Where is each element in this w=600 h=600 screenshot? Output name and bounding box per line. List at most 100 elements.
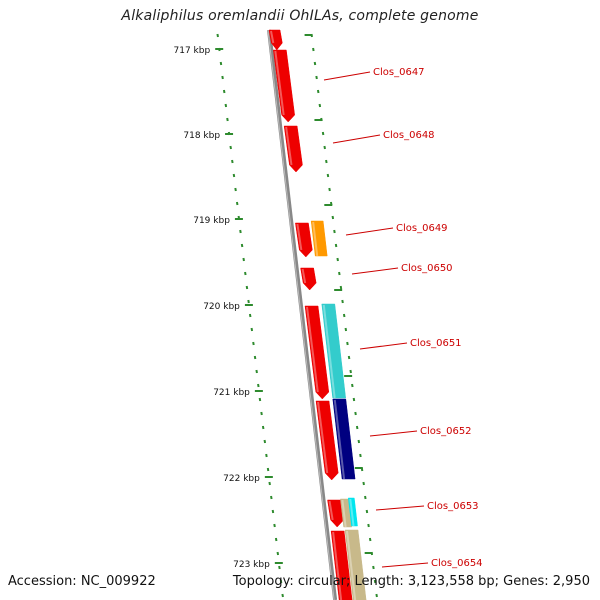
kbp-tick-label: 720 kbp	[203, 302, 240, 312]
kbp-tick-label: 721 kbp	[213, 388, 250, 398]
genome-title: Alkaliphilus oremlandii OhILAs, complete…	[121, 8, 479, 24]
scale-dot-right	[359, 453, 362, 458]
kbp-tick-label: 723 kbp	[233, 560, 270, 570]
gene-arrow-shine	[274, 50, 285, 116]
gene-arrow	[273, 49, 295, 123]
gene-leader-line	[351, 267, 399, 275]
scale-dot-right	[318, 103, 322, 108]
scale-dot-right	[364, 495, 367, 500]
gene-arrow-shine	[306, 306, 319, 393]
scale-dot-right	[344, 327, 348, 332]
gene-arrow	[304, 305, 330, 400]
scale-dot-right	[351, 383, 354, 388]
scale-dot-right	[365, 509, 369, 514]
gene-arrow	[315, 400, 339, 481]
gene-feature	[332, 398, 356, 480]
gene-arrow	[327, 499, 344, 528]
gene-label[interactable]: Clos_0650	[401, 263, 453, 274]
gene-leader-line	[332, 134, 381, 144]
scale-dot-right	[339, 285, 343, 290]
scale-dot-left	[276, 551, 280, 556]
gene-arrow-shine	[301, 268, 307, 284]
scale-dot-left	[235, 201, 239, 206]
gene-label[interactable]: Clos_0652	[420, 426, 472, 437]
scale-dot-left	[263, 439, 267, 444]
scale-dot-right	[316, 89, 320, 94]
accession-label: Accession: NC_009922	[8, 574, 156, 589]
scale-dot-left	[265, 453, 268, 458]
scale-dot-left	[257, 383, 260, 388]
gene-feature	[310, 220, 328, 257]
scale-dot-left	[248, 313, 252, 318]
scale-dot-right	[342, 313, 346, 318]
gene-arrow	[283, 125, 303, 173]
scale-dot-right	[357, 439, 361, 444]
scale-dot-left	[222, 89, 226, 94]
gene-leader-line	[323, 71, 371, 81]
gene-feature	[340, 498, 352, 528]
scale-dot-right	[373, 579, 377, 584]
gene-leader-line	[369, 430, 418, 437]
gene-feature-shine	[312, 221, 319, 257]
scale-dot-right	[325, 159, 328, 164]
scale-dot-left	[279, 579, 283, 584]
scale-dot-right	[354, 411, 357, 416]
scale-dot-left	[226, 117, 229, 122]
scale-dot-left	[232, 173, 236, 178]
gene-arrow-shine	[328, 500, 334, 521]
gene-leader-line	[345, 227, 394, 236]
gene-arrow	[330, 530, 353, 600]
scale-dot-right	[368, 537, 372, 542]
scale-dot-right	[338, 271, 341, 276]
scale-dot-left	[261, 425, 265, 430]
gene-feature	[348, 497, 358, 527]
gene-feature	[321, 303, 346, 399]
scale-dot-right	[346, 341, 349, 346]
scale-dot-left	[281, 593, 284, 598]
scale-dot-right	[336, 257, 339, 262]
scale-dot-right	[321, 131, 325, 136]
scale-dot-left	[244, 271, 247, 276]
gene-label[interactable]: Clos_0651	[410, 338, 462, 349]
scale-dot-right	[333, 229, 336, 234]
gene-arrow	[300, 267, 317, 291]
gene-feature-shine	[341, 499, 347, 528]
scale-dot-right	[341, 299, 344, 304]
scale-dot-left	[242, 257, 245, 262]
scale-dot-left	[278, 565, 281, 570]
genome-backbone-highlight	[267, 29, 335, 600]
scale-dot-right	[328, 187, 331, 192]
scale-dot-left	[219, 61, 223, 66]
gene-feature-shine	[349, 498, 355, 527]
scale-dot-left	[253, 355, 257, 360]
scale-dot-right	[334, 243, 338, 248]
kbp-tick-label: 722 kbp	[223, 474, 260, 484]
scale-dot-left	[239, 229, 242, 234]
gene-leader-line	[375, 505, 425, 511]
scale-dot-right	[367, 523, 370, 528]
gene-arrow	[295, 222, 313, 258]
gene-arrow-shine	[270, 30, 275, 44]
gene-label[interactable]: Clos_0648	[383, 130, 435, 141]
kbp-tick-label: 717 kbp	[174, 46, 211, 56]
scale-dot-right	[375, 593, 378, 598]
gene-label[interactable]: Clos_0654	[431, 558, 483, 569]
scale-dot-right	[362, 481, 365, 486]
scale-dot-left	[250, 327, 254, 332]
scale-dot-left	[229, 145, 232, 150]
gene-label[interactable]: Clos_0647	[373, 67, 425, 78]
gene-leader-line	[359, 342, 408, 350]
scale-dot-right	[331, 215, 335, 220]
gene-feature-shine	[333, 399, 346, 480]
gene-label[interactable]: Clos_0649	[396, 223, 448, 234]
scale-dot-right	[315, 75, 318, 80]
scale-dot-left	[224, 103, 228, 108]
genome-backbone	[267, 29, 338, 600]
scale-dot-left	[245, 285, 249, 290]
scale-dot-right	[313, 61, 317, 66]
scale-dot-left	[273, 523, 276, 528]
scale-dot-right	[352, 397, 356, 402]
genome-summary: Topology: circular; Length: 3,123,558 bp…	[232, 574, 590, 589]
gene-label[interactable]: Clos_0653	[427, 501, 479, 512]
